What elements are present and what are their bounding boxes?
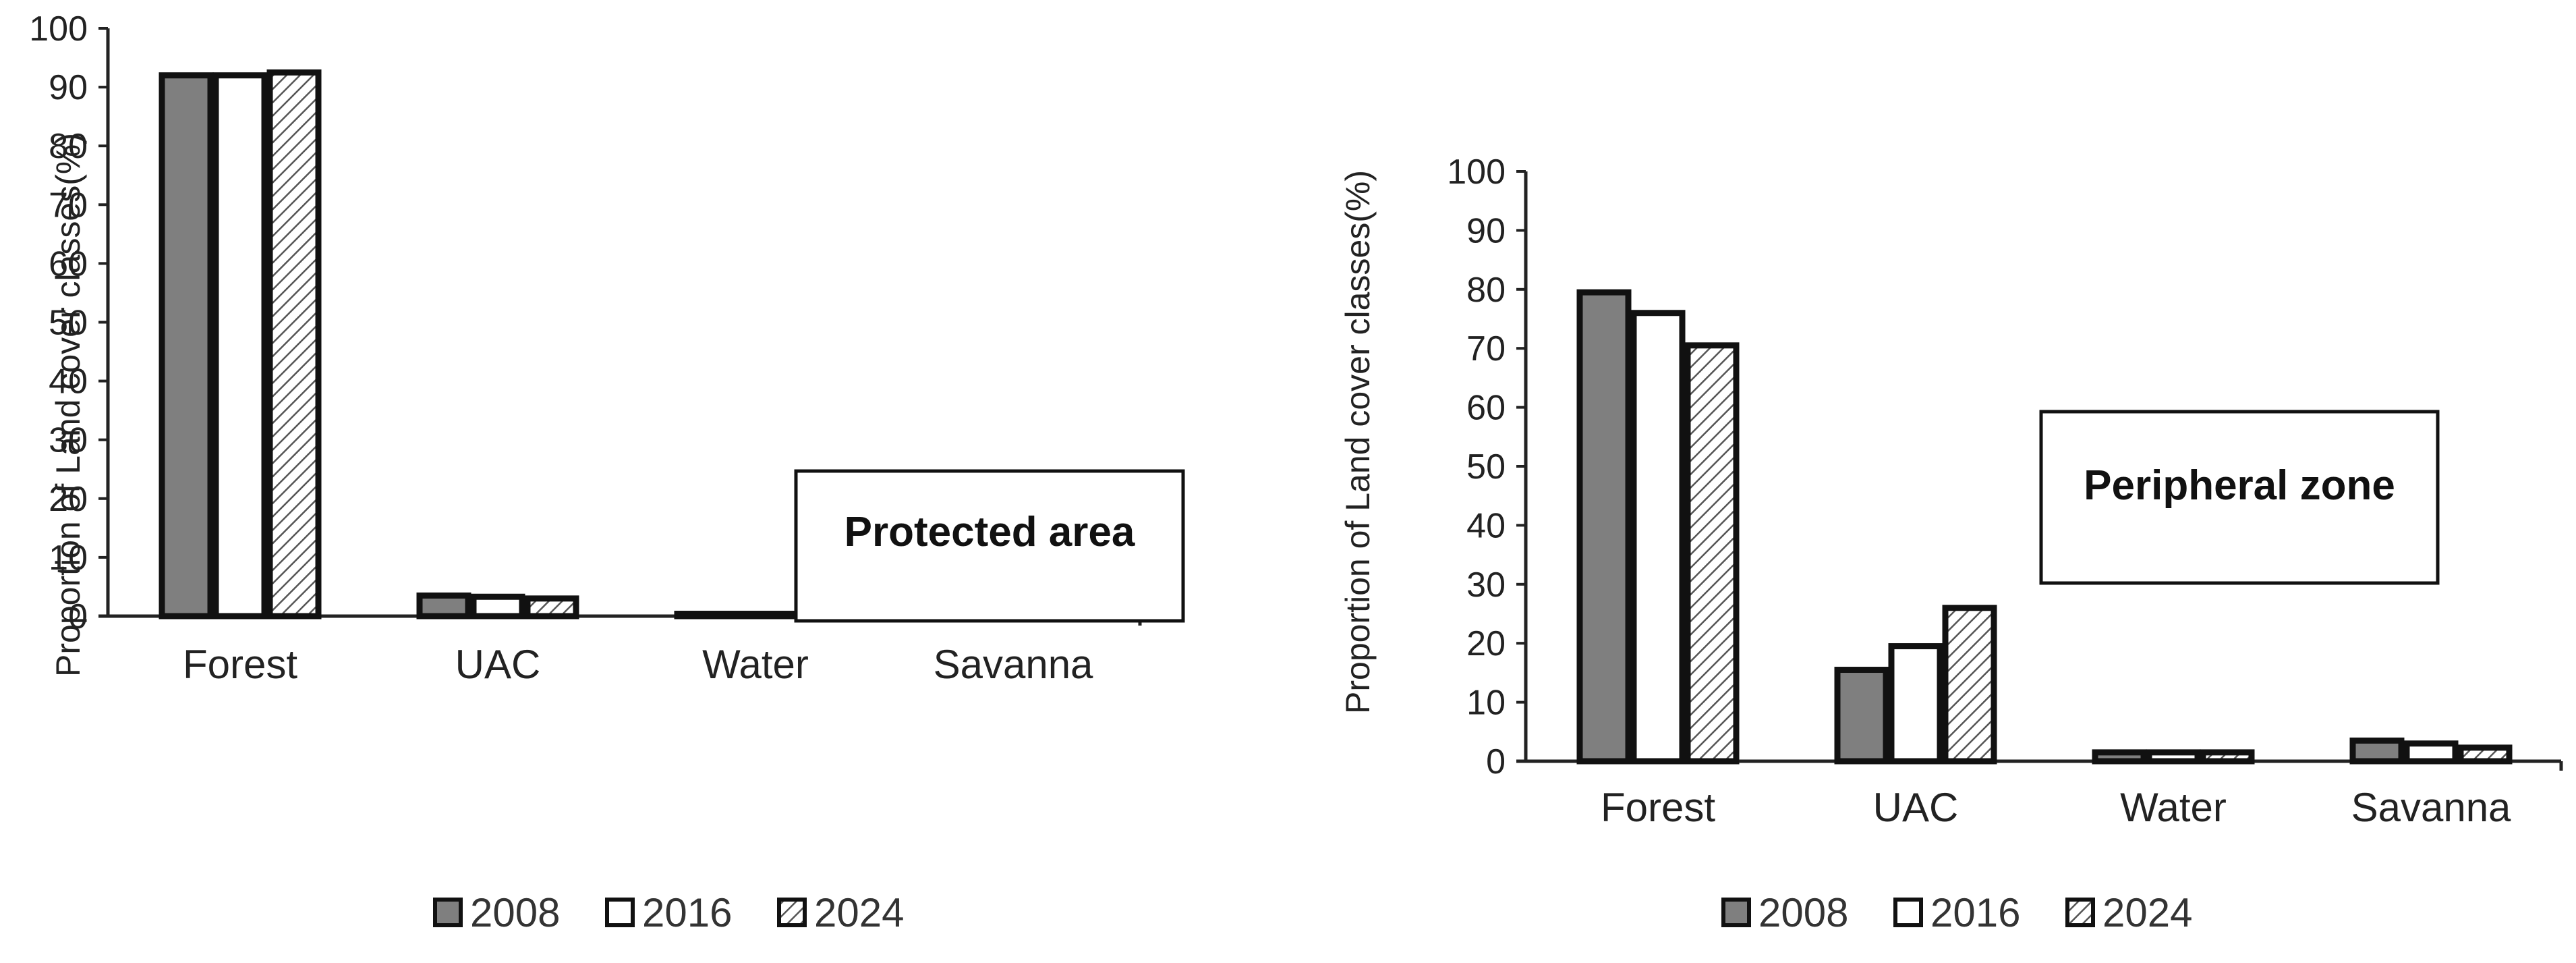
legend-swatch-2016 xyxy=(1893,898,1923,927)
y-tick-label: 10 xyxy=(49,539,88,578)
bar-forest-2016 xyxy=(212,72,268,620)
bar-savanna-2024 xyxy=(2457,744,2513,765)
y-tick-label: 60 xyxy=(49,244,88,283)
bar-water-2008 xyxy=(2092,749,2147,765)
y-tick-label: 50 xyxy=(1466,447,1506,487)
y-tick-label: 80 xyxy=(1466,271,1506,310)
bar-forest-2024 xyxy=(266,69,322,620)
y-axis-label: Proportion of Land cover classes(%) xyxy=(1339,170,1377,714)
legend-label-2008: 2008 xyxy=(470,890,560,935)
legend-label-2024: 2024 xyxy=(2102,890,2192,935)
bar-uac-2016 xyxy=(470,593,525,620)
y-tick-label: 70 xyxy=(1466,329,1506,368)
bar-water-2016 xyxy=(2146,749,2201,765)
y-tick-label: 90 xyxy=(49,68,88,107)
y-axis-label: Proportion of Land cover classes(%) xyxy=(49,133,87,677)
y-tick-label: 70 xyxy=(49,186,88,225)
bar-uac-2024 xyxy=(1942,605,1997,765)
y-tick-label: 30 xyxy=(49,421,88,460)
y-tick-label: 40 xyxy=(49,362,88,402)
y-tick-label: 100 xyxy=(1447,153,1506,192)
bar-uac-2016 xyxy=(1888,643,1943,765)
x-tick-label-uac: UAC xyxy=(1873,785,1959,830)
x-tick-label-forest: Forest xyxy=(1601,785,1715,830)
legend-label-2024: 2024 xyxy=(814,890,904,935)
x-tick-label-uac: UAC xyxy=(455,642,541,687)
legend-swatch-2008 xyxy=(1721,898,1751,927)
bar-forest-2008 xyxy=(159,72,214,620)
x-tick-label-water: Water xyxy=(702,642,809,687)
y-tick-label: 0 xyxy=(1486,742,1506,781)
bar-forest-2024 xyxy=(1684,342,1740,765)
bar-uac-2024 xyxy=(524,595,579,620)
y-tick-label: 50 xyxy=(49,304,88,343)
y-tick-label: 20 xyxy=(49,480,88,519)
peripheral-zone-chart: 0 10 20 30 40 50 60 70 80 90 100 Proportion of Land… xyxy=(1339,153,2563,935)
x-tick-label-forest: Forest xyxy=(183,642,297,687)
x-tick-label-savanna: Savanna xyxy=(934,642,1093,687)
legend-label-2008: 2008 xyxy=(1758,890,1848,935)
legend-label-2016: 2016 xyxy=(642,890,732,935)
y-tick-label: 40 xyxy=(1466,506,1506,545)
bar-water-2016 xyxy=(728,611,783,620)
bar-uac-2008 xyxy=(1834,667,1889,765)
bar-water-2024 xyxy=(2200,749,2255,765)
legend-swatch-2008 xyxy=(433,898,463,927)
bar-savanna-2008 xyxy=(2349,737,2405,765)
y-tick-label: 100 xyxy=(29,9,88,49)
y-tick-label: 60 xyxy=(1466,389,1506,428)
bar-uac-2008 xyxy=(416,593,471,620)
legend-swatch-2024 xyxy=(777,898,807,927)
annotation-box xyxy=(794,469,1185,623)
annotation-label: Protected area xyxy=(845,509,1135,555)
y-tick-label: 80 xyxy=(49,127,88,166)
legend-label-2016: 2016 xyxy=(1930,890,2020,935)
y-tick-label: 90 xyxy=(1466,211,1506,250)
protected-area-chart: 0 10 20 30 40 50 60 70 80 90 100 Proportion of Land… xyxy=(29,9,1185,935)
y-tick-label: 30 xyxy=(1466,566,1506,605)
y-tick-label: 0 xyxy=(68,597,88,636)
bar-water-2008 xyxy=(674,611,729,620)
x-tick-label-savanna: Savanna xyxy=(2351,785,2511,830)
y-tick-label: 10 xyxy=(1466,684,1506,723)
annotation-label: Peripheral zone xyxy=(2084,462,2395,509)
bar-savanna-2016 xyxy=(2403,740,2459,765)
x-tick-label-water: Water xyxy=(2120,785,2227,830)
annotation-box xyxy=(2039,410,2440,585)
legend-swatch-2024 xyxy=(2065,898,2095,927)
y-tick-label: 20 xyxy=(1466,624,1506,663)
legend-swatch-2016 xyxy=(605,898,635,927)
bar-forest-2008 xyxy=(1576,289,1632,765)
bar-forest-2016 xyxy=(1630,310,1686,765)
